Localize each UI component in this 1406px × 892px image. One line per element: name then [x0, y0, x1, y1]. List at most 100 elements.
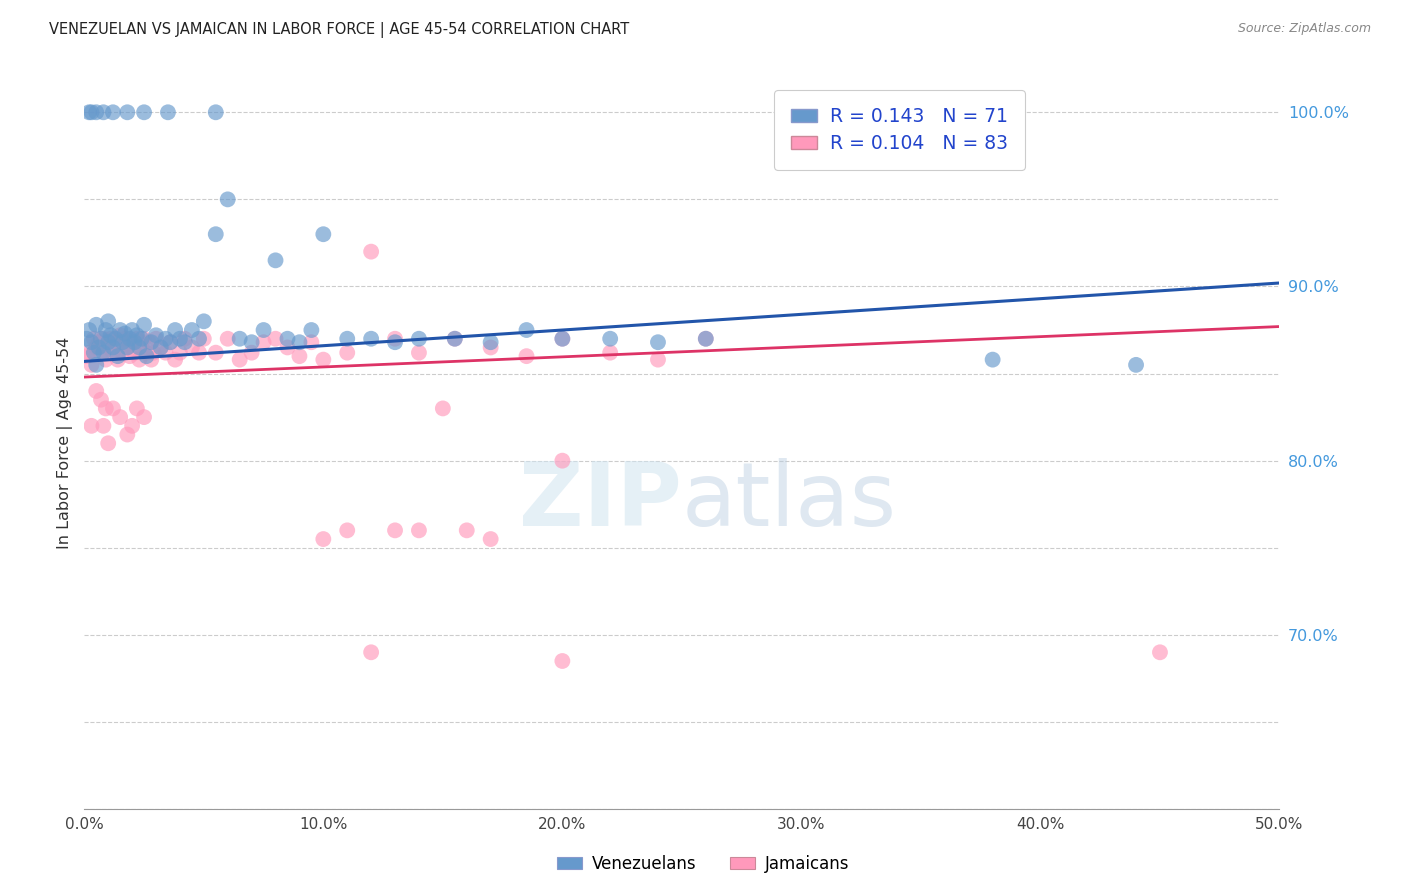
Point	[97, 335, 120, 350]
Point	[599, 345, 621, 359]
Point	[93, 418, 115, 433]
Point	[118, 349, 141, 363]
Point	[551, 654, 574, 668]
Point	[204, 227, 226, 242]
Point	[101, 401, 124, 416]
Text: atlas: atlas	[682, 458, 897, 545]
Point	[141, 352, 163, 367]
Point	[84, 358, 107, 372]
Point	[93, 105, 115, 120]
Point	[93, 332, 115, 346]
Point	[159, 335, 181, 350]
Point	[132, 410, 155, 425]
Point	[108, 323, 131, 337]
Point	[312, 532, 335, 546]
Point	[104, 335, 127, 350]
Point	[97, 341, 120, 355]
Point	[128, 352, 150, 367]
Point	[84, 318, 107, 332]
Point	[100, 328, 122, 343]
Point	[125, 328, 148, 343]
Point	[132, 332, 155, 346]
Point	[312, 352, 335, 367]
Point	[336, 524, 359, 538]
Point	[83, 345, 105, 359]
Point	[124, 345, 146, 359]
Point	[125, 332, 148, 346]
Point	[217, 332, 239, 346]
Point	[107, 349, 129, 363]
Point	[76, 332, 98, 346]
Point	[551, 332, 574, 346]
Point	[101, 341, 124, 355]
Point	[276, 332, 298, 346]
Point	[83, 332, 105, 346]
Point	[240, 335, 263, 350]
Point	[121, 323, 143, 337]
Text: VENEZUELAN VS JAMAICAN IN LABOR FORCE | AGE 45-54 CORRELATION CHART: VENEZUELAN VS JAMAICAN IN LABOR FORCE | …	[49, 22, 630, 38]
Point	[117, 105, 139, 120]
Point	[101, 345, 124, 359]
Point	[90, 392, 112, 407]
Point	[360, 332, 382, 346]
Point	[135, 349, 157, 363]
Point	[336, 332, 359, 346]
Point	[169, 345, 191, 359]
Point	[360, 645, 382, 659]
Point	[111, 345, 134, 359]
Point	[479, 532, 502, 546]
Point	[264, 253, 287, 268]
Point	[77, 345, 100, 359]
Point	[145, 328, 167, 343]
Point	[107, 352, 129, 367]
Point	[299, 335, 322, 350]
Point	[173, 332, 195, 346]
Point	[93, 345, 115, 359]
Point	[408, 345, 430, 359]
Point	[551, 453, 574, 467]
Point	[193, 314, 215, 328]
Point	[97, 436, 120, 450]
Point	[94, 401, 117, 416]
Point	[443, 332, 465, 346]
Point	[252, 323, 274, 337]
Point	[479, 341, 502, 355]
Point	[647, 352, 669, 367]
Point	[138, 335, 160, 350]
Point	[1149, 645, 1171, 659]
Point	[1125, 358, 1147, 372]
Point	[114, 326, 136, 341]
Point	[193, 332, 215, 346]
Point	[204, 345, 226, 359]
Point	[97, 314, 120, 328]
Point	[360, 244, 382, 259]
Point	[479, 335, 502, 350]
Point	[132, 105, 155, 120]
Point	[94, 352, 117, 367]
Point	[77, 105, 100, 120]
Point	[108, 328, 131, 343]
Point	[90, 332, 112, 346]
Point	[142, 345, 165, 359]
Point	[432, 401, 454, 416]
Point	[159, 335, 181, 350]
Point	[90, 345, 112, 359]
Text: ZIP: ZIP	[519, 458, 682, 545]
Point	[456, 524, 478, 538]
Point	[155, 345, 177, 359]
Point	[108, 410, 131, 425]
Point	[114, 332, 136, 346]
Legend: R = 0.143   N = 71, R = 0.104   N = 83: R = 0.143 N = 71, R = 0.104 N = 83	[773, 90, 1025, 169]
Point	[145, 332, 167, 346]
Point	[128, 341, 150, 355]
Point	[121, 335, 143, 350]
Point	[84, 341, 107, 355]
Point	[384, 524, 406, 538]
Point	[87, 335, 110, 350]
Point	[647, 335, 669, 350]
Point	[121, 418, 143, 433]
Point	[188, 345, 211, 359]
Point	[384, 332, 406, 346]
Point	[149, 341, 172, 355]
Point	[111, 335, 134, 350]
